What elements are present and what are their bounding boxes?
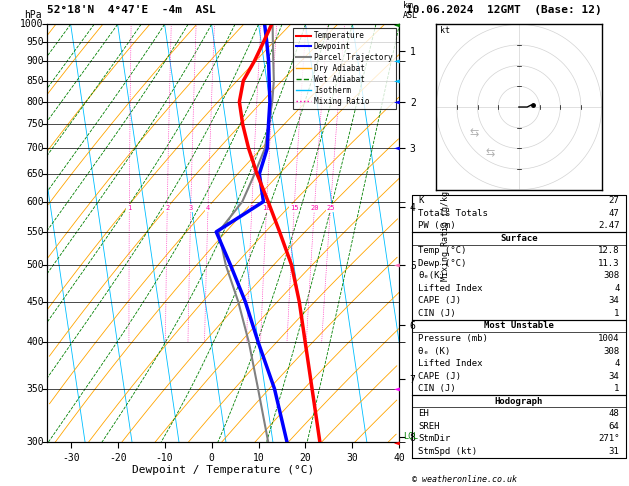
Text: StmSpd (kt): StmSpd (kt): [418, 447, 477, 456]
Text: 47: 47: [609, 209, 620, 218]
Text: θₑ (K): θₑ (K): [418, 347, 450, 356]
Text: km
ASL: km ASL: [403, 0, 418, 20]
Text: StmDir: StmDir: [418, 434, 450, 443]
Text: 10: 10: [262, 205, 270, 211]
Text: 1: 1: [614, 384, 620, 393]
Text: CAPE (J): CAPE (J): [418, 372, 462, 381]
Text: 650: 650: [26, 169, 43, 179]
Text: 27: 27: [609, 196, 620, 205]
Text: 34: 34: [609, 372, 620, 381]
Text: K: K: [418, 196, 424, 205]
Text: 600: 600: [26, 197, 43, 207]
Text: 48: 48: [609, 409, 620, 418]
Text: ◄: ◄: [394, 384, 400, 394]
Text: Lifted Index: Lifted Index: [418, 284, 483, 293]
Text: CIN (J): CIN (J): [418, 309, 456, 318]
Text: ◄: ◄: [394, 260, 400, 270]
Text: 1: 1: [127, 205, 131, 211]
Text: Lifted Index: Lifted Index: [418, 359, 483, 368]
Text: 4: 4: [614, 284, 620, 293]
Text: 10.06.2024  12GMT  (Base: 12): 10.06.2024 12GMT (Base: 12): [406, 4, 601, 15]
Text: ◄: ◄: [394, 97, 400, 107]
Text: 1: 1: [614, 309, 620, 318]
Text: © weatheronline.co.uk: © weatheronline.co.uk: [412, 474, 517, 484]
Text: Totals Totals: Totals Totals: [418, 209, 488, 218]
Text: 2.47: 2.47: [598, 221, 620, 230]
Text: ⇆: ⇆: [486, 149, 495, 158]
Text: ◄: ◄: [394, 19, 400, 29]
Text: 52°18'N  4°47'E  -4m  ASL: 52°18'N 4°47'E -4m ASL: [47, 4, 216, 15]
Text: 20: 20: [310, 205, 319, 211]
Text: 800: 800: [26, 97, 43, 107]
Y-axis label: Mixing Ratio (g/kg): Mixing Ratio (g/kg): [441, 186, 450, 281]
Text: 308: 308: [603, 347, 620, 356]
Text: LCL: LCL: [403, 432, 418, 441]
Text: 3: 3: [189, 205, 193, 211]
Text: 450: 450: [26, 296, 43, 307]
Text: 31: 31: [609, 447, 620, 456]
Text: ⇆: ⇆: [469, 128, 479, 138]
Text: Hodograph: Hodograph: [495, 397, 543, 406]
Text: Temp (°C): Temp (°C): [418, 246, 467, 255]
Text: 900: 900: [26, 56, 43, 66]
Text: PW (cm): PW (cm): [418, 221, 456, 230]
Text: 4: 4: [206, 205, 210, 211]
Text: Dewp (°C): Dewp (°C): [418, 259, 467, 268]
Text: CIN (J): CIN (J): [418, 384, 456, 393]
Legend: Temperature, Dewpoint, Parcel Trajectory, Dry Adiabat, Wet Adiabat, Isotherm, Mi: Temperature, Dewpoint, Parcel Trajectory…: [292, 28, 396, 109]
Text: 4: 4: [614, 359, 620, 368]
Text: 1004: 1004: [598, 334, 620, 343]
Text: 25: 25: [326, 205, 335, 211]
Text: 8: 8: [250, 205, 254, 211]
Text: 700: 700: [26, 143, 43, 153]
Text: 271°: 271°: [598, 434, 620, 443]
Text: 12.8: 12.8: [598, 246, 620, 255]
Text: 15: 15: [290, 205, 298, 211]
Text: 2: 2: [165, 205, 169, 211]
Text: EH: EH: [418, 409, 429, 418]
Text: ◄: ◄: [394, 437, 400, 447]
X-axis label: Dewpoint / Temperature (°C): Dewpoint / Temperature (°C): [132, 466, 314, 475]
Text: 850: 850: [26, 76, 43, 86]
Text: ◄: ◄: [394, 143, 400, 153]
Text: 1000: 1000: [20, 19, 43, 29]
Text: 400: 400: [26, 337, 43, 347]
Text: 350: 350: [26, 384, 43, 394]
Text: 308: 308: [603, 271, 620, 280]
Text: 750: 750: [26, 119, 43, 129]
Text: kt: kt: [440, 26, 450, 35]
Text: Most Unstable: Most Unstable: [484, 321, 554, 330]
Text: 950: 950: [26, 37, 43, 47]
Text: hPa: hPa: [25, 10, 42, 20]
Text: θₑ(K): θₑ(K): [418, 271, 445, 280]
Text: 34: 34: [609, 296, 620, 305]
Text: Surface: Surface: [500, 234, 538, 243]
Text: CAPE (J): CAPE (J): [418, 296, 462, 305]
Text: 500: 500: [26, 260, 43, 270]
Text: ◄: ◄: [394, 76, 400, 86]
Text: 64: 64: [609, 422, 620, 431]
Text: Pressure (mb): Pressure (mb): [418, 334, 488, 343]
Text: 550: 550: [26, 227, 43, 237]
Text: 300: 300: [26, 437, 43, 447]
Text: 11.3: 11.3: [598, 259, 620, 268]
Text: ◄: ◄: [394, 56, 400, 66]
Text: SREH: SREH: [418, 422, 440, 431]
